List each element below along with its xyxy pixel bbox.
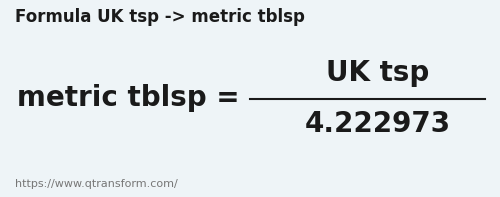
- Text: metric tblsp =: metric tblsp =: [18, 85, 240, 112]
- Text: https://www.qtransform.com/: https://www.qtransform.com/: [15, 179, 178, 189]
- Text: UK tsp: UK tsp: [326, 59, 429, 87]
- Text: Formula UK tsp -> metric tblsp: Formula UK tsp -> metric tblsp: [15, 8, 305, 26]
- Text: 4.222973: 4.222973: [304, 110, 450, 138]
